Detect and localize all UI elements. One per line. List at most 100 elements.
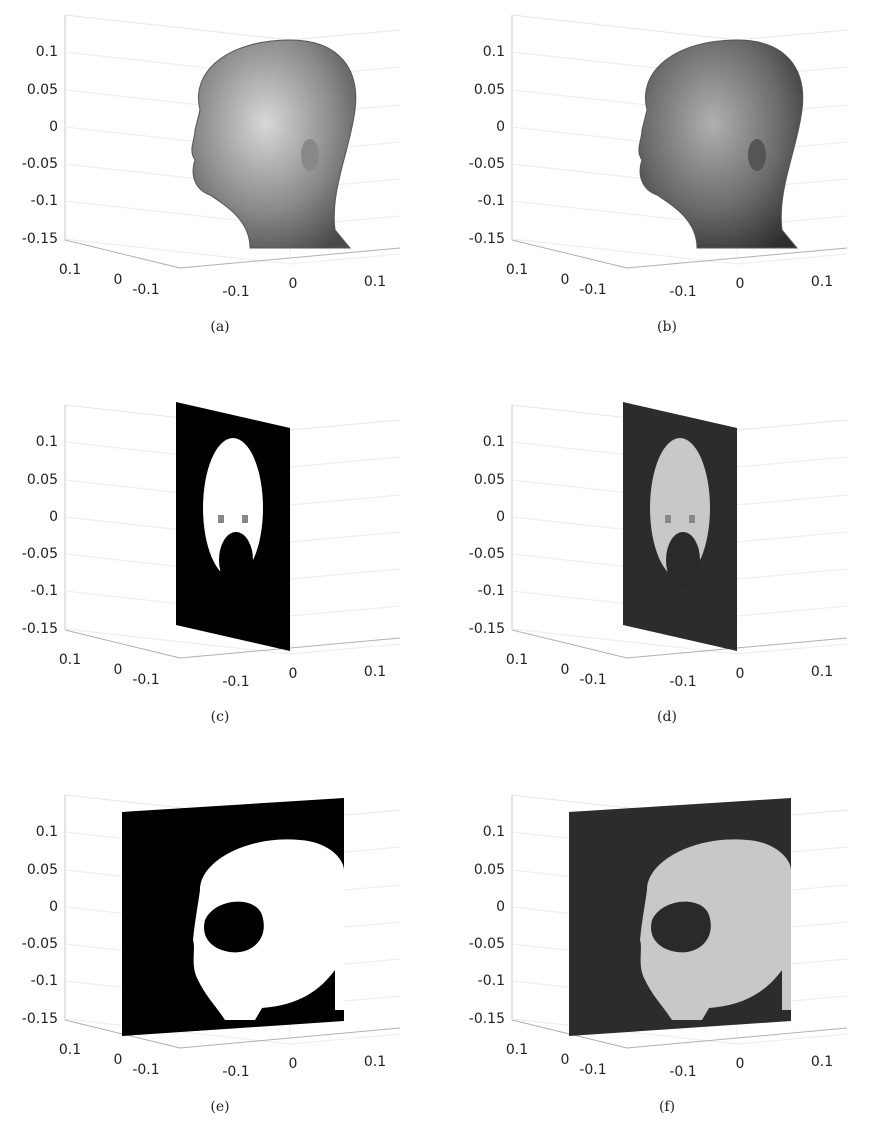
axis-line	[737, 420, 847, 430]
z-tick-label: -0.05	[22, 546, 58, 562]
y-tick-label: -0.1	[132, 282, 159, 298]
grid-line	[737, 644, 847, 654]
ear	[301, 139, 319, 171]
axis-line	[65, 240, 180, 268]
y-tick-label: 0	[114, 1052, 123, 1068]
z-tick-label: -0.15	[22, 621, 58, 637]
grid-line	[737, 532, 847, 542]
x-tick-label: 0	[736, 666, 745, 682]
grid-line	[737, 606, 847, 616]
z-tick-label: 0.1	[36, 824, 58, 840]
y-tick-label: -0.1	[579, 1062, 606, 1078]
z-tick-label: -0.15	[469, 231, 505, 247]
slice-mouth	[219, 532, 253, 588]
z-tick-label: -0.05	[469, 546, 505, 562]
slice-eye	[665, 515, 671, 523]
grid-line	[737, 1034, 847, 1044]
grid-line	[290, 644, 400, 654]
slice-eye	[242, 515, 248, 523]
z-tick-label: 0.1	[36, 44, 58, 60]
caption: (d)	[657, 709, 677, 725]
z-tick-label: 0	[496, 899, 505, 915]
y-tick-label: 0	[561, 272, 570, 288]
slice-eye	[218, 515, 224, 523]
z-tick-label: 0.1	[483, 434, 505, 450]
z-tick-label: -0.05	[469, 936, 505, 952]
z-tick-label: -0.1	[478, 583, 505, 599]
x-tick-label: 0.1	[811, 1054, 833, 1070]
z-tick-label: 0	[49, 509, 58, 525]
y-tick-label: 0.1	[506, 652, 528, 668]
axis-line	[290, 420, 400, 430]
caption: (b)	[657, 319, 677, 335]
caption: (f)	[659, 1099, 675, 1115]
y-tick-label: 0.1	[59, 652, 81, 668]
y-tick-label: -0.1	[579, 282, 606, 298]
x-tick-label: 0.1	[364, 1054, 386, 1070]
grid-line	[290, 457, 400, 467]
y-tick-label: 0	[561, 1052, 570, 1068]
axis-line	[65, 15, 290, 40]
caption: (c)	[211, 709, 230, 725]
y-tick-label: 0.1	[59, 262, 81, 278]
slice-mouth	[666, 532, 700, 588]
x-tick-label: 0	[736, 276, 745, 292]
z-tick-label: -0.15	[469, 621, 505, 637]
caption: (e)	[210, 1099, 229, 1115]
grid-line	[737, 254, 847, 264]
z-tick-label: -0.1	[478, 193, 505, 209]
z-tick-label: -0.15	[22, 1011, 58, 1027]
grid-line	[290, 254, 400, 264]
axis-line	[512, 15, 737, 40]
z-tick-label: -0.1	[478, 973, 505, 989]
grid-line	[290, 1034, 400, 1044]
x-tick-label: 0	[736, 1056, 745, 1072]
x-tick-label: -0.1	[669, 674, 696, 690]
y-tick-label: 0	[114, 662, 123, 678]
z-tick-label: -0.15	[469, 1011, 505, 1027]
head-surface	[639, 40, 803, 248]
grid-line	[737, 457, 847, 467]
x-tick-label: -0.1	[222, 674, 249, 690]
x-tick-label: 0	[289, 666, 298, 682]
z-tick-label: -0.05	[22, 156, 58, 172]
axis-line	[65, 630, 180, 658]
x-tick-label: 0	[289, 276, 298, 292]
axis-line	[512, 240, 627, 268]
z-tick-label: 0	[496, 509, 505, 525]
grid-line	[737, 495, 847, 505]
x-tick-label: 0	[289, 1056, 298, 1072]
slice-eye	[689, 515, 695, 523]
x-tick-label: -0.1	[669, 284, 696, 300]
z-tick-label: -0.15	[22, 231, 58, 247]
x-tick-label: -0.1	[222, 284, 249, 300]
y-tick-label: -0.1	[579, 672, 606, 688]
grid-line	[290, 606, 400, 616]
z-tick-label: 0.05	[474, 82, 505, 98]
figure: 0.10.050-0.05-0.1-0.150.10-0.1-0.100.1(a…	[0, 0, 894, 1125]
axis-line	[512, 630, 627, 658]
grid-line	[290, 495, 400, 505]
z-tick-label: 0.05	[27, 82, 58, 98]
z-tick-label: 0.05	[27, 472, 58, 488]
y-tick-label: 0.1	[506, 262, 528, 278]
y-tick-label: 0	[114, 272, 123, 288]
head-surface	[192, 40, 356, 248]
x-tick-label: 0.1	[811, 664, 833, 680]
axis-line	[290, 30, 400, 40]
grid-line	[737, 569, 847, 579]
z-tick-label: -0.1	[31, 583, 58, 599]
y-tick-label: -0.1	[132, 672, 159, 688]
z-tick-label: -0.1	[31, 973, 58, 989]
axis-line	[737, 30, 847, 40]
z-tick-label: -0.1	[31, 193, 58, 209]
z-tick-label: 0.1	[483, 824, 505, 840]
x-tick-label: -0.1	[669, 1064, 696, 1080]
x-tick-label: -0.1	[222, 1064, 249, 1080]
z-tick-label: 0	[496, 119, 505, 135]
y-tick-label: 0.1	[506, 1042, 528, 1058]
z-tick-label: 0	[49, 899, 58, 915]
